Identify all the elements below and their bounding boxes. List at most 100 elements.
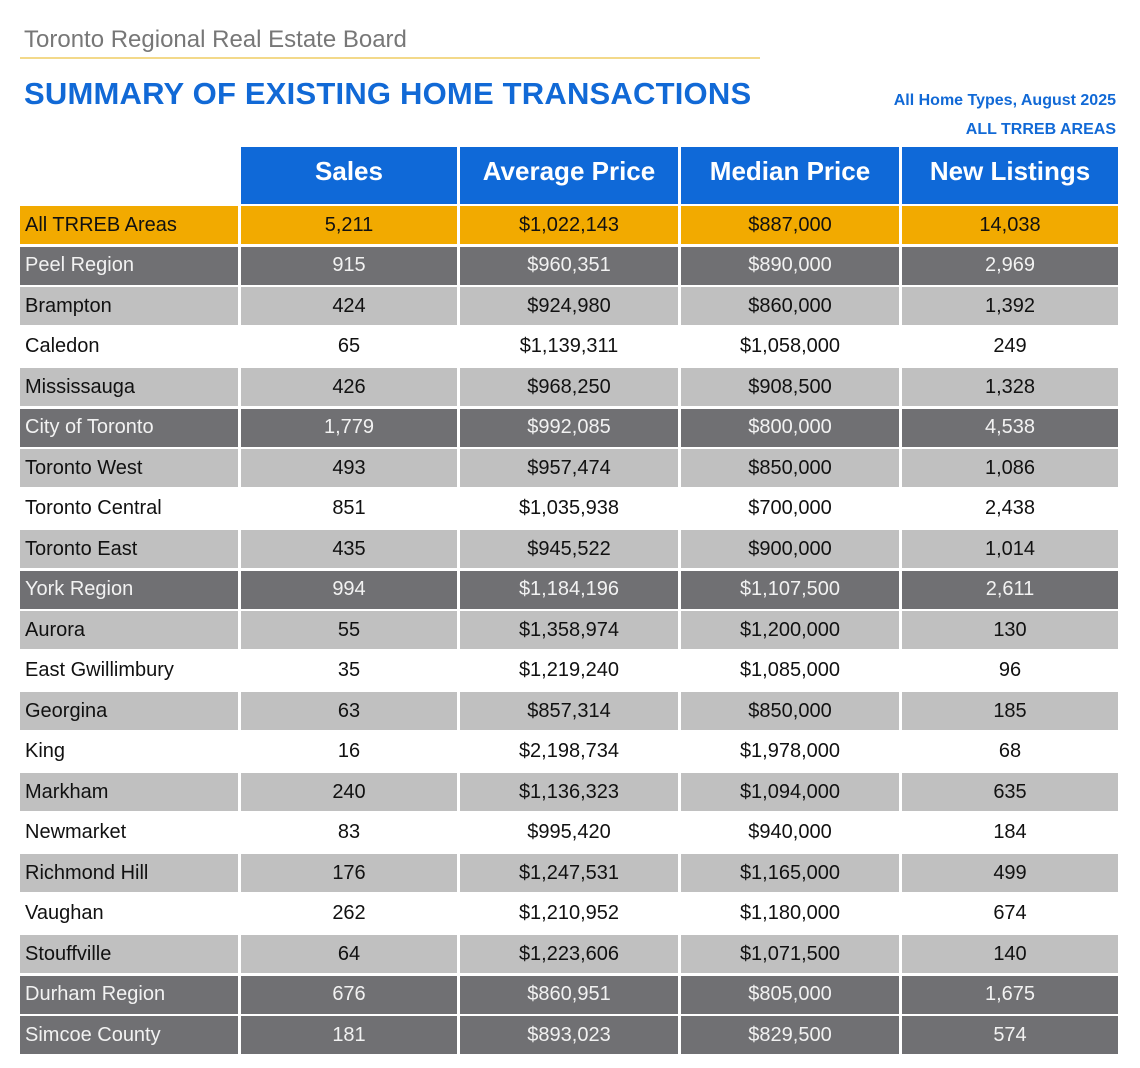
column-header-average-price: Average Price — [460, 147, 678, 204]
new-listings-cell: 2,969 — [902, 246, 1118, 285]
table-row: Stouffville 64 $1,223,606 $1,071,500 140 — [0, 935, 1140, 975]
column-header-new-listings: New Listings — [902, 147, 1118, 204]
sales-cell: 676 — [241, 975, 457, 1014]
area-cell: Mississauga — [20, 368, 238, 406]
median-price-cell: $908,500 — [681, 368, 899, 406]
table-row: Newmarket 83 $995,420 $940,000 184 — [0, 813, 1140, 854]
table-row: Markham 240 $1,136,323 $1,094,000 635 — [0, 773, 1140, 813]
area-cell: Richmond Hill — [20, 854, 238, 892]
area-cell: Toronto Central — [20, 489, 238, 528]
median-price-cell: $1,200,000 — [681, 611, 899, 649]
column-header-median-price: Median Price — [681, 147, 899, 204]
median-price-cell: $1,094,000 — [681, 773, 899, 811]
area-cell: Aurora — [20, 611, 238, 649]
new-listings-cell: 1,014 — [902, 530, 1118, 568]
median-price-cell: $900,000 — [681, 530, 899, 568]
median-price-cell: $700,000 — [681, 489, 899, 528]
median-price-cell: $860,000 — [681, 287, 899, 325]
average-price-cell: $1,358,974 — [460, 611, 678, 649]
table-row: Caledon 65 $1,139,311 $1,058,000 249 — [0, 327, 1140, 368]
sales-cell: 994 — [241, 570, 457, 609]
sales-cell: 83 — [241, 813, 457, 852]
table-row: Simcoe County 181 $893,023 $829,500 574 — [0, 1016, 1140, 1056]
median-price-cell: $850,000 — [681, 449, 899, 487]
area-cell: Markham — [20, 773, 238, 811]
table-row: Richmond Hill 176 $1,247,531 $1,165,000 499 — [0, 854, 1140, 894]
area-cell: Stouffville — [20, 935, 238, 973]
average-price-cell: $860,951 — [460, 975, 678, 1014]
area-cell: Brampton — [20, 287, 238, 325]
new-listings-cell: 1,675 — [902, 975, 1118, 1014]
median-price-cell: $1,071,500 — [681, 935, 899, 973]
area-cell: All TRREB Areas — [20, 206, 238, 244]
sales-cell: 1,779 — [241, 408, 457, 447]
median-price-cell: $805,000 — [681, 975, 899, 1014]
new-listings-cell: 14,038 — [902, 206, 1118, 244]
sales-cell: 16 — [241, 732, 457, 771]
median-price-cell: $887,000 — [681, 206, 899, 244]
table-body: All TRREB Areas 5,211 $1,022,143 $887,000 14… — [0, 206, 1140, 1057]
average-price-cell: $945,522 — [460, 530, 678, 568]
average-price-cell: $995,420 — [460, 813, 678, 852]
new-listings-cell: 140 — [902, 935, 1118, 973]
average-price-cell: $857,314 — [460, 692, 678, 730]
table-row: King 16 $2,198,734 $1,978,000 68 — [0, 732, 1140, 773]
average-price-cell: $968,250 — [460, 368, 678, 406]
average-price-cell: $2,198,734 — [460, 732, 678, 771]
average-price-cell: $1,184,196 — [460, 570, 678, 609]
table-header: Sales Average Price Median Price New Lis… — [0, 147, 1140, 204]
column-header-sales: Sales — [241, 147, 457, 204]
area-cell: Caledon — [20, 327, 238, 366]
table-row: Brampton 424 $924,980 $860,000 1,392 — [0, 287, 1140, 327]
median-price-cell: $850,000 — [681, 692, 899, 730]
area-cell: Vaughan — [20, 894, 238, 933]
table-row: All TRREB Areas 5,211 $1,022,143 $887,000 14… — [0, 206, 1140, 246]
new-listings-cell: 184 — [902, 813, 1118, 852]
average-price-cell: $1,219,240 — [460, 651, 678, 690]
median-price-cell: $1,107,500 — [681, 570, 899, 609]
new-listings-cell: 185 — [902, 692, 1118, 730]
org-name: Toronto Regional Real Estate Board — [24, 26, 407, 53]
area-cell: York Region — [20, 570, 238, 609]
sales-cell: 262 — [241, 894, 457, 933]
area-cell: Newmarket — [20, 813, 238, 852]
average-price-cell: $992,085 — [460, 408, 678, 447]
median-price-cell: $1,180,000 — [681, 894, 899, 933]
new-listings-cell: 674 — [902, 894, 1118, 933]
new-listings-cell: 499 — [902, 854, 1118, 892]
average-price-cell: $1,136,323 — [460, 773, 678, 811]
header-divider — [20, 57, 760, 59]
average-price-cell: $1,139,311 — [460, 327, 678, 366]
table-row: Toronto East 435 $945,522 $900,000 1,014 — [0, 530, 1140, 570]
area-cell: Toronto East — [20, 530, 238, 568]
average-price-cell: $1,223,606 — [460, 935, 678, 973]
area-cell: Simcoe County — [20, 1016, 238, 1054]
area-cell: City of Toronto — [20, 408, 238, 447]
area-cell: Georgina — [20, 692, 238, 730]
sales-cell: 435 — [241, 530, 457, 568]
median-price-cell: $940,000 — [681, 813, 899, 852]
table-row: Vaughan 262 $1,210,952 $1,180,000 674 — [0, 894, 1140, 935]
average-price-cell: $1,035,938 — [460, 489, 678, 528]
average-price-cell: $924,980 — [460, 287, 678, 325]
new-listings-cell: 130 — [902, 611, 1118, 649]
area-cell: King — [20, 732, 238, 771]
median-price-cell: $1,978,000 — [681, 732, 899, 771]
new-listings-cell: 2,611 — [902, 570, 1118, 609]
report-scope: ALL TRREB AREAS — [965, 121, 1116, 138]
page-title: SUMMARY OF EXISTING HOME TRANSACTIONS — [24, 76, 752, 111]
average-price-cell: $957,474 — [460, 449, 678, 487]
average-price-cell: $1,247,531 — [460, 854, 678, 892]
table-row: Mississauga 426 $968,250 $908,500 1,328 — [0, 368, 1140, 408]
sales-cell: 426 — [241, 368, 457, 406]
average-price-cell: $893,023 — [460, 1016, 678, 1054]
sales-cell: 64 — [241, 935, 457, 973]
sales-cell: 493 — [241, 449, 457, 487]
average-price-cell: $960,351 — [460, 246, 678, 285]
table-row: Toronto Central 851 $1,035,938 $700,000 2,43… — [0, 489, 1140, 530]
new-listings-cell: 2,438 — [902, 489, 1118, 528]
table-row: Durham Region 676 $860,951 $805,000 1,675 — [0, 975, 1140, 1016]
table-row: Georgina 63 $857,314 $850,000 185 — [0, 692, 1140, 732]
sales-cell: 915 — [241, 246, 457, 285]
table-row: York Region 994 $1,184,196 $1,107,500 2,611 — [0, 570, 1140, 611]
